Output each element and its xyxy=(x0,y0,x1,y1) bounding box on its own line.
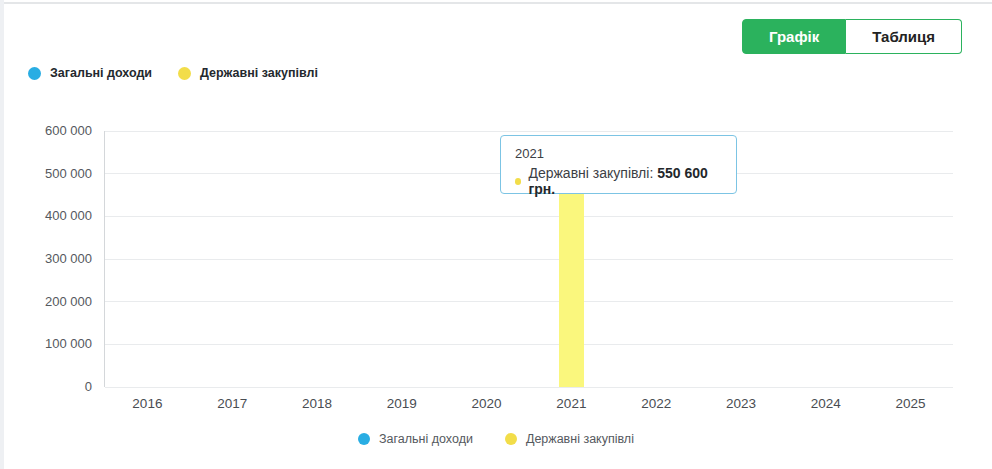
gridline xyxy=(105,216,953,217)
x-axis-tick-label: 2025 xyxy=(871,396,951,411)
yellow-dot-icon xyxy=(178,67,191,80)
tooltip-title: 2021 xyxy=(515,145,722,162)
chart-widget: Графік Таблиця Загальні доходи Державні … xyxy=(0,0,992,469)
tab-table[interactable]: Таблиця xyxy=(846,19,962,54)
gridline xyxy=(105,259,953,260)
x-axis-tick-label: 2024 xyxy=(786,396,866,411)
y-axis-tick-label: 100 000 xyxy=(0,336,92,351)
yellow-dot-icon xyxy=(505,433,517,445)
y-axis-tick-label: 400 000 xyxy=(0,208,92,223)
tooltip-series-label: Державні закупівлі: xyxy=(528,165,653,181)
legend-label: Загальні доходи xyxy=(50,66,152,80)
legend-bottom: Загальні доходи Державні закупівлі xyxy=(0,432,992,446)
y-axis-tick-label: 600 000 xyxy=(0,123,92,138)
top-divider xyxy=(0,2,992,4)
legend-item-total-income[interactable]: Загальні доходи xyxy=(28,66,152,80)
x-axis-tick-label: 2017 xyxy=(192,396,272,411)
x-axis-tick-label: 2021 xyxy=(531,396,611,411)
gridline xyxy=(105,131,953,132)
legend-label: Загальні доходи xyxy=(379,432,473,446)
gridline xyxy=(105,301,953,302)
y-axis-tick-label: 300 000 xyxy=(0,251,92,266)
tab-chart[interactable]: Графік xyxy=(742,19,846,54)
legend-item-total-income[interactable]: Загальні доходи xyxy=(358,432,473,446)
gridline xyxy=(105,344,953,345)
y-axis-tick-label: 500 000 xyxy=(0,166,92,181)
gridline xyxy=(105,387,953,388)
blue-dot-icon xyxy=(28,67,41,80)
x-axis-tick-label: 2016 xyxy=(107,396,187,411)
chart-tooltip: 2021 Державні закупівлі: 550 600 грн. xyxy=(500,135,737,194)
view-toggle: Графік Таблиця xyxy=(742,19,962,54)
x-axis-tick-label: 2023 xyxy=(701,396,781,411)
x-axis-tick-label: 2019 xyxy=(362,396,442,411)
legend-item-public-procurement[interactable]: Державні закупівлі xyxy=(505,432,634,446)
tooltip-text: Державні закупівлі: 550 600 грн. xyxy=(528,165,722,197)
x-axis-tick-label: 2018 xyxy=(277,396,357,411)
legend-label: Державні закупівлі xyxy=(200,66,318,80)
blue-dot-icon xyxy=(358,433,370,445)
legend-top: Загальні доходи Державні закупівлі xyxy=(28,66,318,80)
tooltip-series-dot-icon xyxy=(515,178,521,185)
legend-label: Державні закупівлі xyxy=(526,432,634,446)
tooltip-row: Державні закупівлі: 550 600 грн. xyxy=(515,165,722,197)
legend-item-public-procurement[interactable]: Державні закупівлі xyxy=(178,66,318,80)
y-axis-tick-label: 0 xyxy=(0,379,92,394)
left-edge-strip xyxy=(0,0,4,469)
x-axis-tick-label: 2022 xyxy=(616,396,696,411)
y-axis-tick-label: 200 000 xyxy=(0,294,92,309)
x-axis-tick-label: 2020 xyxy=(447,396,527,411)
